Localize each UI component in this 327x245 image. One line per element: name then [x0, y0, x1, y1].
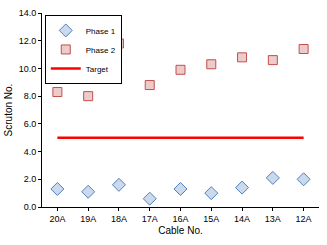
- svg-text:19A: 19A: [80, 214, 96, 224]
- svg-text:8.0: 8.0: [24, 91, 37, 101]
- svg-text:15A: 15A: [203, 214, 219, 224]
- svg-text:14.0: 14.0: [19, 8, 37, 18]
- svg-text:Phase 1: Phase 1: [86, 27, 116, 36]
- svg-text:14A: 14A: [234, 214, 250, 224]
- svg-text:20A: 20A: [49, 214, 65, 224]
- svg-text:0.0: 0.0: [24, 202, 37, 212]
- svg-text:17A: 17A: [142, 214, 158, 224]
- svg-text:10.0: 10.0: [19, 64, 37, 74]
- svg-text:Scruton No.: Scruton No.: [3, 84, 14, 137]
- svg-text:12.0: 12.0: [19, 36, 37, 46]
- svg-text:13A: 13A: [265, 214, 281, 224]
- svg-text:16A: 16A: [172, 214, 188, 224]
- svg-text:Cable No.: Cable No.: [158, 225, 202, 236]
- svg-text:18A: 18A: [111, 214, 127, 224]
- svg-text:12A: 12A: [296, 214, 312, 224]
- svg-text:Target: Target: [86, 65, 109, 74]
- svg-text:6.0: 6.0: [24, 119, 37, 129]
- svg-text:Phase 2: Phase 2: [86, 46, 116, 55]
- svg-text:4.0: 4.0: [24, 147, 37, 157]
- svg-text:2.0: 2.0: [24, 174, 37, 184]
